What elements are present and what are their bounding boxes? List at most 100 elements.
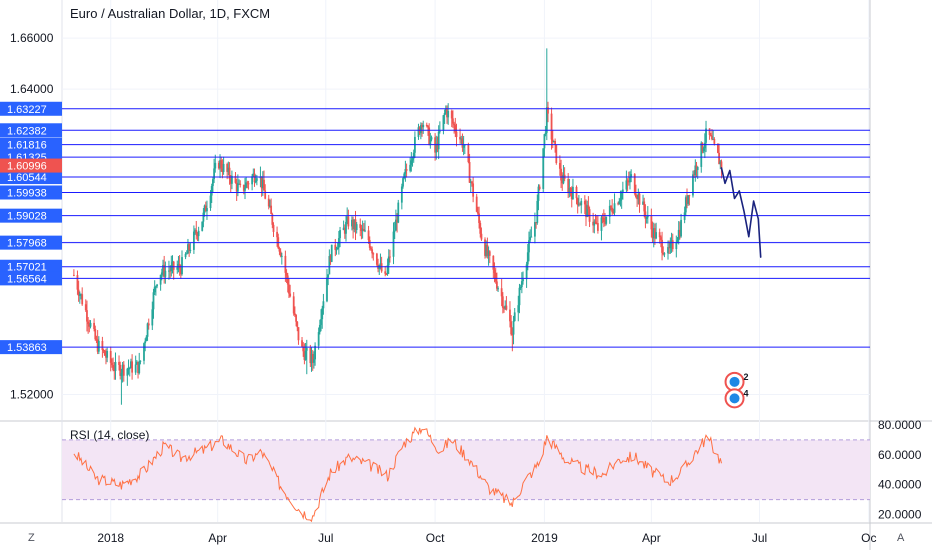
- x-tick-label: Apr: [208, 531, 227, 545]
- candle-body: [146, 323, 149, 337]
- candle-body: [668, 247, 671, 249]
- candle-body: [263, 179, 265, 191]
- candle-body: [410, 160, 413, 165]
- timezone-button[interactable]: Z: [28, 532, 35, 544]
- rsi-y-tick-label: 60.0000: [878, 448, 922, 462]
- candle-body: [693, 174, 696, 176]
- candle-body: [719, 161, 722, 165]
- candle-body: [387, 256, 390, 266]
- candle-body: [459, 136, 461, 140]
- candle-body: [134, 364, 137, 373]
- candle-body: [246, 182, 249, 184]
- candle-body: [202, 212, 205, 222]
- candle-body: [519, 286, 522, 288]
- candle-body: [696, 166, 699, 171]
- candle-body: [613, 203, 616, 213]
- candle-body: [553, 141, 555, 143]
- candle-body: [370, 247, 372, 250]
- candle-body: [311, 353, 314, 363]
- candle-body: [364, 230, 366, 232]
- current-price-tag: [0, 158, 62, 173]
- candle-body: [229, 178, 232, 184]
- candle-body: [351, 219, 353, 227]
- candle-body: [471, 181, 473, 184]
- candle-body: [618, 201, 621, 205]
- rsi-band: [62, 439, 870, 500]
- candle-body: [336, 247, 339, 250]
- candle-body: [171, 261, 174, 266]
- candle-body: [505, 305, 508, 310]
- candle-body: [488, 251, 491, 256]
- candle-body: [676, 240, 679, 243]
- candle-body: [221, 168, 224, 172]
- candle-body: [143, 343, 145, 361]
- candle-body: [403, 173, 406, 179]
- candle-body: [352, 219, 355, 230]
- y-tick-label: 1.66000: [10, 31, 54, 45]
- candle-body: [209, 195, 212, 209]
- candle-body: [511, 334, 514, 336]
- level-tag: [0, 340, 62, 355]
- candle-body: [530, 236, 533, 238]
- candle-body: [285, 272, 288, 276]
- level-tag: [0, 170, 62, 185]
- candle-body: [329, 256, 332, 262]
- candle-body: [536, 200, 539, 223]
- auto-scale-button[interactable]: A: [897, 532, 905, 544]
- candle-body: [81, 294, 84, 305]
- candle-body: [235, 182, 238, 192]
- candle-body: [454, 125, 457, 132]
- candle-body: [528, 240, 530, 253]
- candle-body: [181, 257, 183, 275]
- candle-body: [708, 128, 711, 135]
- candle-body: [611, 207, 614, 213]
- candle-body: [444, 108, 447, 114]
- candle-body: [629, 176, 631, 183]
- level-tag-label: 1.56564: [7, 273, 47, 285]
- candle-body: [577, 204, 580, 206]
- candle-body: [425, 124, 428, 126]
- candle-body: [601, 217, 604, 219]
- level-tag: [0, 123, 62, 138]
- candle-body: [438, 130, 441, 132]
- candle-body: [619, 199, 622, 202]
- candle-body: [702, 148, 705, 152]
- event-marker-count: 4: [744, 388, 749, 398]
- candle-body: [437, 131, 440, 150]
- candle-body: [587, 205, 590, 210]
- candle-body: [317, 332, 320, 346]
- candle-body: [86, 310, 88, 322]
- rsi-title: RSI (14, close): [70, 428, 150, 442]
- candle-body: [484, 239, 486, 256]
- candle-body: [504, 305, 507, 309]
- candle-body: [447, 111, 450, 118]
- candle-body: [554, 141, 557, 145]
- candle-body: [469, 181, 472, 183]
- candle-body: [328, 256, 331, 275]
- level-tag: [0, 259, 62, 274]
- candle-body: [105, 355, 107, 358]
- candle-body: [684, 197, 687, 213]
- candle-body: [297, 327, 300, 341]
- candle-body: [595, 222, 598, 224]
- candle-body: [226, 163, 229, 172]
- candle-body: [212, 179, 214, 187]
- candle-body: [501, 296, 504, 308]
- candle-body: [485, 244, 488, 256]
- level-tag-label: 1.57968: [7, 238, 47, 250]
- candle-body: [236, 183, 239, 192]
- candle-body: [201, 221, 204, 231]
- candle-body: [468, 162, 471, 183]
- candle-body: [244, 187, 246, 191]
- candle-body: [310, 353, 313, 364]
- candle-body: [78, 294, 81, 296]
- candle-body: [677, 229, 680, 241]
- candle-body: [479, 223, 482, 234]
- forecast-drawing[interactable]: [720, 167, 762, 258]
- candle-body: [583, 200, 586, 205]
- candle-body: [386, 265, 389, 274]
- candle-body: [156, 284, 158, 287]
- candle-body: [429, 139, 432, 145]
